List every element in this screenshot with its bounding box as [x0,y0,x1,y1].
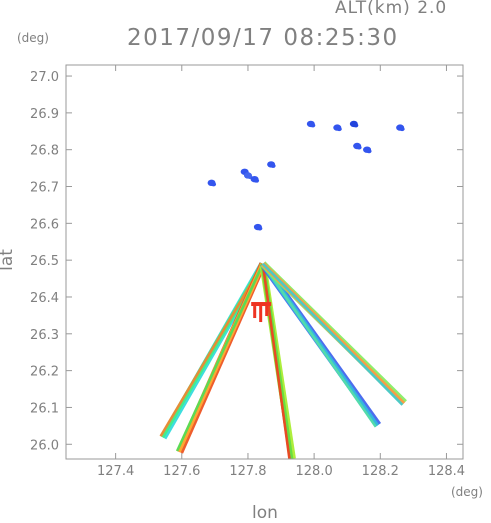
y-tick-label: 26.8 [30,144,59,159]
plot-frame [65,64,464,460]
echo-cell [353,142,362,150]
echo-cell [250,175,260,183]
x-axis-label: lon [252,503,278,523]
y-tick-label: 26.1 [30,401,59,416]
radar-beam [260,261,407,406]
y-tick-label: 26.6 [30,217,59,232]
echo-blob [336,127,342,132]
echo-blob [356,145,362,150]
y-tick-label: 26.5 [30,254,59,269]
radar-beam [159,262,266,440]
echo-blob [353,123,359,128]
y-tick-label: 26.2 [30,365,59,380]
echo-cell [349,120,359,128]
echo-blob [366,149,372,154]
echo-cell [333,124,342,132]
echo-cell [267,161,276,168]
x-tick-label: 128.0 [296,464,333,479]
beam-band [159,263,264,437]
radar-beam [259,263,296,460]
beam-band [261,263,291,460]
y-tick-label: 26.9 [30,107,59,122]
altitude-label: ALT(km) 2.0 [335,0,448,18]
x-tick-label: 128.4 [428,464,465,479]
y-tick-label: 26.7 [30,181,59,196]
radar-beam [175,262,267,454]
echo-segment [253,306,257,319]
y-tick-label: 26.4 [30,291,59,306]
beam-band [175,263,265,452]
timestamp: 2017/09/17 08:25:30 [127,25,399,51]
y-tick-label: 27.0 [30,70,59,85]
echo-blob [254,178,260,183]
echo-blob [211,182,217,187]
x-tick-label: 128.2 [362,464,399,479]
data-layer [159,120,407,460]
echo-cell [207,179,217,187]
echo-segment [251,302,272,307]
echo-blob [399,127,405,132]
echo-cell [363,146,372,154]
echo-segment [259,306,263,323]
beam-band [261,262,404,406]
near-field-echo [251,302,272,323]
echo-blob [310,123,316,128]
x-tick-label: 127.8 [229,464,266,479]
y-tick-label: 26.3 [30,328,59,343]
beam-band [261,263,377,428]
echo-blob [257,226,263,231]
y-unit-label: (deg) [17,31,49,45]
axes-layer: 127.4 127.6 127.8 128.0 128.2 128.4 26.0 26.1 26… [30,65,465,479]
echo-segment [265,306,269,317]
x-unit-label: (deg) [451,485,483,499]
x-tick-label: 127.6 [163,464,200,479]
echo-cell [306,120,316,128]
echo-cell [396,124,405,132]
echo-blob [270,163,276,168]
x-tick-label: 127.4 [97,464,134,479]
echo-cell [253,223,263,231]
y-tick-label: 26.0 [30,438,59,453]
radar-beam [259,261,382,428]
